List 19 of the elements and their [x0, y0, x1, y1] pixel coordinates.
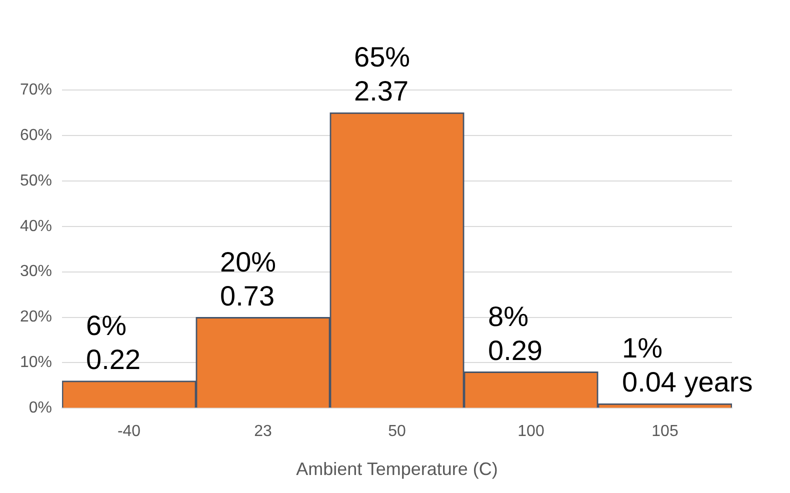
x-tick-label: 105 [652, 423, 678, 440]
data-label: 8% 0.29 [488, 300, 543, 366]
x-axis-title: Ambient Temperature (C) [296, 459, 498, 480]
y-tick-label: 70% [20, 81, 52, 98]
y-tick-label: 10% [20, 354, 52, 372]
y-tick-label: 50% [20, 172, 52, 190]
data-label: 20% 0.73 [220, 246, 276, 312]
x-tick-label: -40 [117, 423, 141, 440]
y-tick-label: 40% [20, 218, 52, 235]
y-tick-label: 0% [28, 400, 52, 417]
data-label: 65% 2.37 [354, 42, 410, 107]
x-tick-label: 23 [254, 423, 272, 440]
data-label: 6% 0.22 [86, 310, 141, 375]
y-tick-label: 20% [20, 308, 52, 326]
data-label: 1% 0.04 years [622, 332, 753, 398]
y-tick-label: 30% [20, 263, 52, 280]
x-tick-label: 100 [518, 423, 544, 440]
x-tick-label: 50 [388, 423, 406, 440]
y-tick-label: 60% [20, 126, 52, 144]
